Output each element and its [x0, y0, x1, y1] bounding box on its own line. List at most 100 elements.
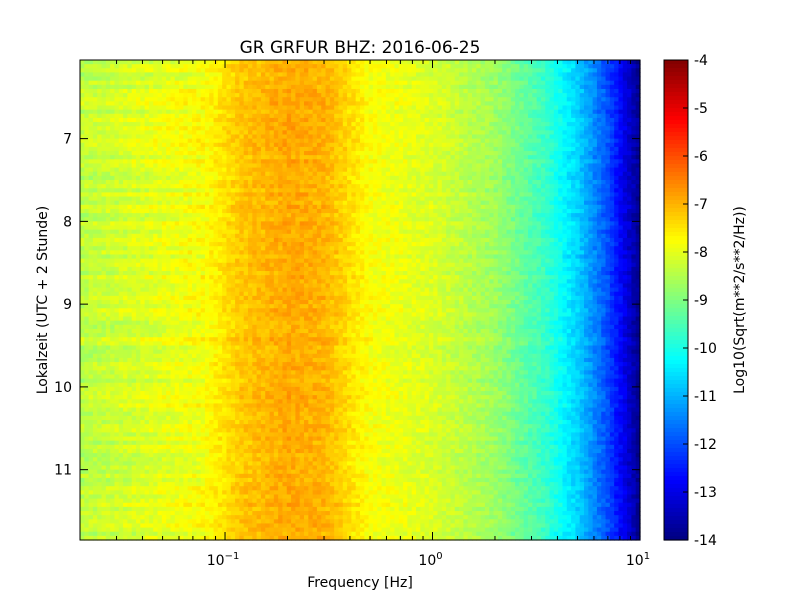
heatmap-cell	[377, 167, 383, 173]
heatmap-cell	[424, 109, 430, 115]
heatmap-cell	[571, 105, 576, 111]
heatmap-cell	[441, 204, 447, 210]
heatmap-cell	[308, 88, 314, 94]
heatmap-cell	[446, 105, 452, 111]
heatmap-cell	[480, 151, 486, 156]
heatmap-cell	[368, 109, 374, 115]
heatmap-cell	[476, 208, 482, 214]
heatmap-cell	[187, 217, 193, 222]
heatmap-cell	[523, 109, 529, 115]
heatmap-cell	[200, 84, 206, 90]
heatmap-cell	[118, 134, 124, 140]
heatmap-cell	[450, 93, 456, 98]
heatmap-cell	[566, 163, 572, 169]
heatmap-cell	[329, 109, 335, 115]
heatmap-cell	[334, 105, 340, 111]
heatmap-cell	[523, 155, 529, 160]
heatmap-cell	[467, 159, 473, 165]
heatmap-cell	[622, 72, 628, 78]
heatmap-cell	[566, 188, 572, 194]
heatmap-cell	[299, 97, 305, 102]
heatmap-cell	[459, 60, 464, 65]
heatmap-cell	[269, 130, 275, 136]
heatmap-cell	[618, 84, 624, 90]
heatmap-cell	[183, 184, 189, 189]
heatmap-cell	[545, 130, 551, 136]
heatmap-cell	[179, 196, 184, 202]
heatmap-cell	[627, 126, 632, 131]
heatmap-cell	[433, 171, 439, 177]
heatmap-cell	[269, 155, 275, 160]
heatmap-cell	[114, 142, 120, 148]
heatmap-cell	[540, 151, 546, 156]
heatmap-cell	[441, 138, 447, 144]
heatmap-cell	[463, 105, 469, 111]
heatmap-cell	[256, 84, 262, 90]
heatmap-cell	[368, 167, 374, 173]
heatmap-cell	[571, 113, 576, 119]
heatmap-cell	[92, 113, 98, 119]
heatmap-cell	[179, 117, 184, 123]
heatmap-cell	[144, 76, 150, 82]
heatmap-cell	[174, 208, 180, 214]
heatmap-cell	[532, 88, 538, 94]
heatmap-cell	[230, 200, 236, 206]
heatmap-cell	[459, 200, 464, 206]
heatmap-cell	[463, 192, 469, 198]
heatmap-cell	[265, 155, 271, 160]
heatmap-cell	[226, 188, 232, 194]
heatmap-cell	[101, 163, 107, 169]
heatmap-cell	[217, 72, 223, 78]
heatmap-cell	[635, 109, 641, 115]
heatmap-cell	[217, 138, 223, 144]
heatmap-cell	[584, 151, 589, 156]
heatmap-cell	[480, 97, 486, 102]
heatmap-cell	[368, 175, 374, 181]
heatmap-cell	[148, 80, 154, 86]
heatmap-cell	[433, 151, 439, 156]
heatmap-cell	[200, 126, 206, 131]
heatmap-cell	[140, 130, 146, 136]
heatmap-cell	[226, 60, 232, 65]
heatmap-cell	[390, 142, 396, 148]
heatmap-cell	[467, 93, 473, 98]
heatmap-cell	[101, 142, 107, 148]
heatmap-cell	[157, 188, 163, 194]
heatmap-cell	[217, 204, 223, 210]
heatmap-cell	[596, 134, 602, 140]
heatmap-cell	[515, 146, 520, 152]
heatmap-cell	[239, 76, 245, 82]
heatmap-cell	[192, 204, 197, 210]
heatmap-cell	[601, 117, 607, 123]
heatmap-cell	[312, 151, 318, 156]
heatmap-cell	[506, 113, 512, 119]
heatmap-cell	[558, 213, 564, 218]
heatmap-cell	[187, 167, 193, 173]
heatmap-cell	[605, 213, 611, 218]
heatmap-cell	[424, 122, 430, 127]
heatmap-cell	[532, 126, 538, 131]
heatmap-cell	[480, 130, 486, 136]
heatmap-cell	[532, 151, 538, 156]
heatmap-cell	[433, 200, 439, 206]
heatmap-cell	[407, 138, 413, 144]
heatmap-cell	[110, 213, 116, 218]
heatmap-cell	[114, 97, 120, 102]
heatmap-cell	[291, 151, 296, 156]
heatmap-cell	[540, 204, 546, 210]
heatmap-cell	[519, 72, 525, 78]
heatmap-cell	[217, 163, 223, 169]
heatmap-cell	[278, 134, 284, 140]
heatmap-cell	[532, 155, 538, 160]
heatmap-cell	[476, 80, 482, 86]
heatmap-cell	[265, 163, 271, 169]
heatmap-cell	[174, 159, 180, 165]
heatmap-cell	[110, 88, 116, 94]
heatmap-cell	[299, 72, 305, 78]
heatmap-cell	[325, 88, 331, 94]
heatmap-cell	[80, 208, 85, 214]
heatmap-cell	[265, 88, 271, 94]
heatmap-cell	[260, 60, 266, 65]
heatmap-cell	[523, 138, 529, 144]
heatmap-cell	[235, 64, 240, 69]
